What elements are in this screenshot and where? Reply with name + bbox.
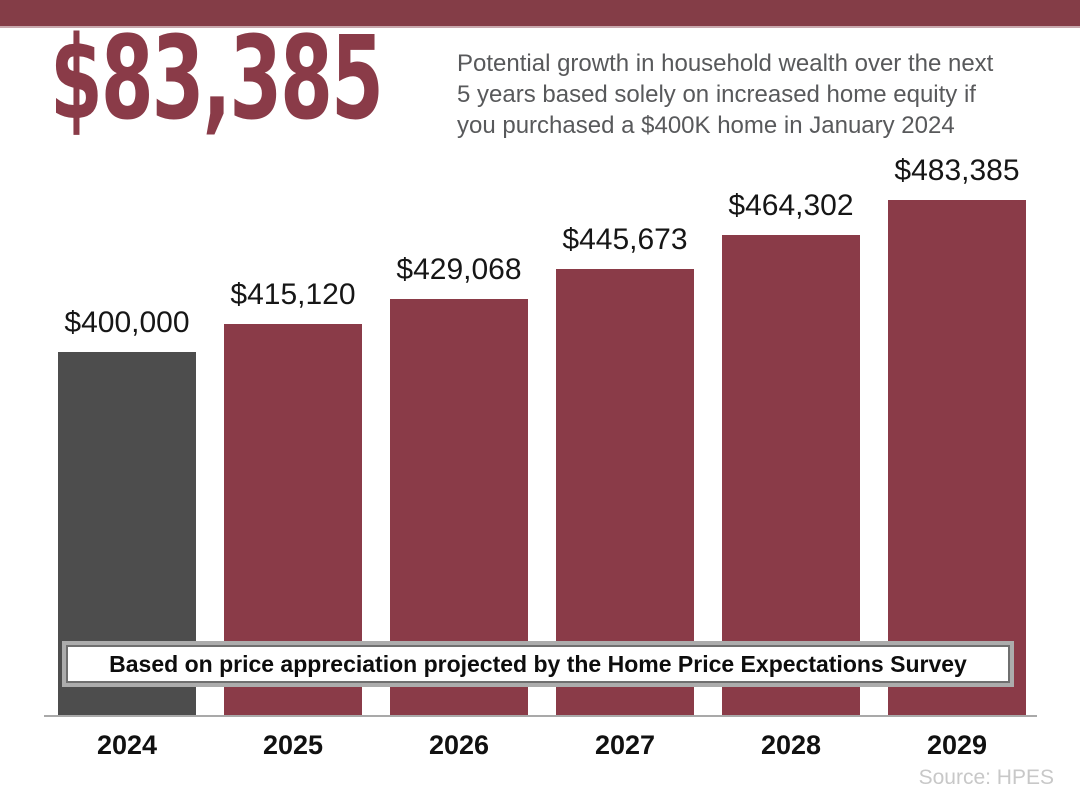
source-note: Source: HPES <box>918 766 1054 789</box>
annotation-banner: Based on price appreciation projected by… <box>62 641 1014 687</box>
bar-value-label-2027: $445,673 <box>562 223 688 256</box>
subtitle: Potential growth in household wealth ove… <box>457 48 993 141</box>
x-axis-label-2029: 2029 <box>926 730 988 760</box>
subtitle-line-3: you purchased a $400K home in January 20… <box>457 112 955 139</box>
bar-value-label-2026: $429,068 <box>396 253 522 286</box>
x-axis-label-2028: 2028 <box>760 730 822 760</box>
annotation-banner-text: Based on price appreciation projected by… <box>109 650 967 677</box>
headline-amount: $83,385 <box>50 12 384 146</box>
bar-2029 <box>888 200 1026 715</box>
bar-value-label-2025: $415,120 <box>230 278 356 311</box>
bar-value-label-2028: $464,302 <box>728 189 854 222</box>
bar-value-label-2029: $483,385 <box>894 154 1020 187</box>
subtitle-line-2: 5 years based solely on increased home e… <box>457 81 976 108</box>
x-axis-label-2025: 2025 <box>262 730 324 760</box>
bar-value-label-2024: $400,000 <box>64 306 190 339</box>
bar-2027 <box>556 269 694 715</box>
x-axis-label-2026: 2026 <box>428 730 490 760</box>
bar-2028 <box>722 235 860 715</box>
x-axis-label-2027: 2027 <box>594 730 656 760</box>
top-accent-strip <box>0 0 1080 28</box>
subtitle-line-1: Potential growth in household wealth ove… <box>457 50 994 77</box>
x-axis-line <box>44 715 1037 717</box>
x-axis-label-2024: 2024 <box>96 730 158 760</box>
